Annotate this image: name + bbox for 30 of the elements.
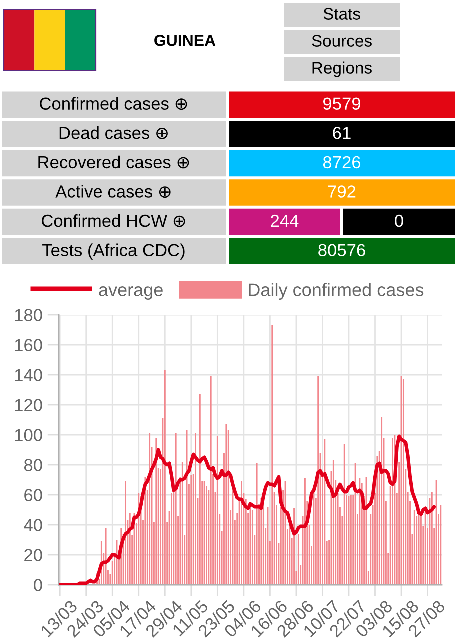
y-tick-label: 100 — [15, 429, 42, 442]
data-label: 244 — [271, 214, 299, 228]
legend-label: average — [99, 286, 163, 300]
y-tick-label: 120 — [15, 399, 42, 412]
category-label: Recovered cases ⊕ — [38, 156, 190, 169]
data-label: 61 — [333, 127, 351, 140]
y-tick-label: 140 — [15, 369, 42, 382]
text: GUINEA — [154, 34, 216, 46]
category-label: Tests (Africa CDC) — [42, 244, 185, 260]
y-tick-label: 80 — [24, 459, 42, 472]
y-tick-label: 0 — [34, 579, 42, 592]
y-tick-label: 20 — [24, 549, 42, 562]
text: Stats — [324, 8, 360, 20]
data-label: 80576 — [318, 244, 366, 257]
data-label: 8726 — [323, 156, 361, 169]
data-label: 792 — [328, 186, 356, 198]
y-tick-label: 60 — [24, 489, 42, 502]
category-label: Active cases ⊕ — [56, 185, 171, 198]
legend-label: Daily confirmed cases — [249, 283, 424, 300]
category-label: Confirmed cases ⊕ — [40, 97, 188, 110]
data-label: 0 — [395, 214, 404, 228]
category-label: Confirmed HCW ⊕ — [42, 214, 186, 228]
y-tick-label: 180 — [15, 309, 42, 322]
data-label: 9579 — [324, 98, 360, 110]
text: Regions — [312, 62, 372, 78]
category-label: Dead cases ⊕ — [60, 126, 168, 140]
line-series — [59, 434, 436, 585]
text: Sources — [312, 35, 372, 47]
y-tick-label: 40 — [24, 519, 42, 532]
y-tick-label: 160 — [15, 339, 42, 352]
